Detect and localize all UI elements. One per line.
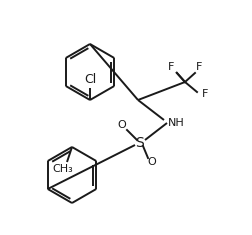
Text: O: O [117, 120, 126, 130]
Text: F: F [201, 89, 207, 99]
Text: F: F [195, 62, 201, 72]
Text: S: S [135, 136, 144, 150]
Text: NH: NH [167, 118, 184, 128]
Text: O: O [147, 157, 156, 167]
Text: CH₃: CH₃ [52, 164, 73, 174]
Text: Cl: Cl [84, 73, 96, 86]
Text: F: F [167, 62, 173, 72]
